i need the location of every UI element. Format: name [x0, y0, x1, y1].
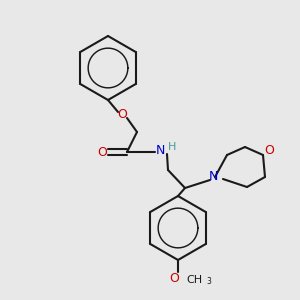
Text: 3: 3: [206, 278, 211, 286]
Text: N: N: [155, 143, 165, 157]
Text: O: O: [264, 145, 274, 158]
Text: CH: CH: [186, 275, 202, 285]
Text: N: N: [208, 170, 218, 184]
Text: O: O: [169, 272, 179, 284]
Text: O: O: [97, 146, 107, 158]
Text: O: O: [117, 109, 127, 122]
Text: H: H: [168, 142, 176, 152]
